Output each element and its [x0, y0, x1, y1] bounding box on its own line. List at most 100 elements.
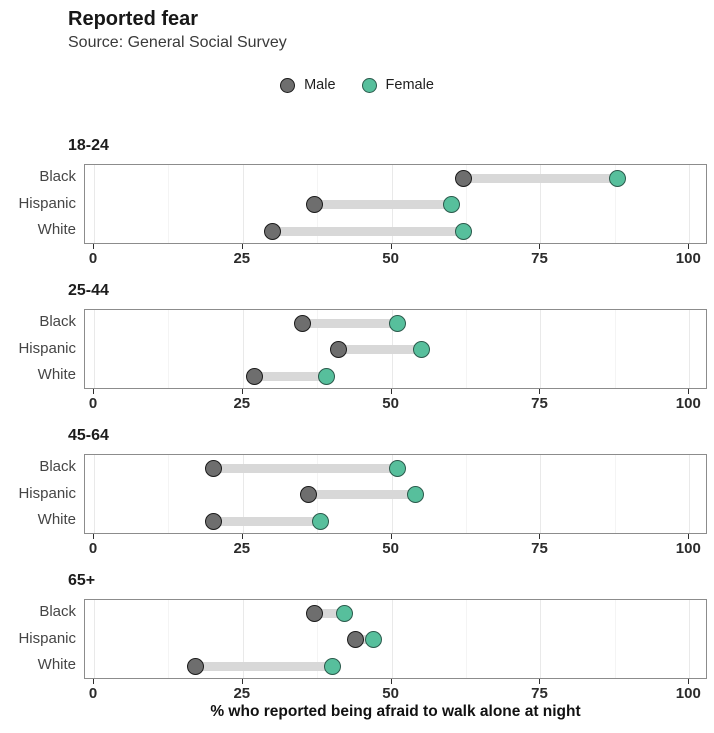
male-dot: [305, 196, 323, 214]
female-dot: [311, 512, 329, 530]
y-axis-label: Hispanic: [18, 484, 76, 502]
gridline-minor: [168, 600, 170, 678]
connector-bar: [314, 608, 344, 618]
gridline-minor: [466, 600, 468, 678]
dumbbell-row-hispanic: [85, 192, 706, 219]
gridline-major: [689, 165, 691, 243]
dumbbell-row-black: [85, 455, 706, 482]
y-axis-label: White: [37, 511, 76, 529]
female-dot: [609, 169, 627, 187]
male-dot: [454, 169, 472, 187]
connector-bar: [195, 661, 333, 671]
connector-bar: [463, 173, 618, 183]
gridline-major: [689, 455, 691, 533]
male-dot: [204, 512, 222, 530]
x-tick-mark: [390, 679, 392, 684]
gridline-major: [540, 310, 542, 388]
gridline-major: [94, 455, 95, 533]
x-tick-mark: [93, 679, 94, 684]
gridline-minor: [317, 310, 319, 388]
connector-bar: [254, 371, 327, 381]
legend-item-male: Male: [280, 77, 336, 93]
male-dot: [299, 486, 317, 504]
x-tick-label: 50: [382, 685, 399, 702]
gridline-major: [242, 310, 244, 388]
x-tick-mark: [241, 534, 243, 539]
female-dot-icon: [361, 77, 377, 93]
dumbbell-row-black: [85, 310, 706, 337]
gridline-minor: [168, 165, 170, 243]
facet-label: 18-24: [68, 137, 109, 154]
dumbbell-row-hispanic: [85, 627, 706, 654]
chart-subtitle: Source: General Social Survey: [68, 34, 287, 51]
x-tick-mark: [688, 389, 690, 394]
x-tick-label: 100: [675, 685, 701, 702]
connector-bar: [355, 635, 374, 645]
x-tick-mark: [688, 679, 690, 684]
x-tick-label: 100: [675, 540, 701, 557]
x-tick-mark: [539, 244, 541, 249]
legend-item-female: Female: [361, 77, 434, 93]
x-tick-label: 25: [233, 685, 251, 702]
x-tick-label: 50: [382, 540, 399, 557]
connector-bar: [213, 516, 321, 526]
gridline-minor: [466, 310, 468, 388]
female-dot: [317, 367, 335, 385]
facet-panel-45-64: [84, 454, 707, 534]
x-tick-mark: [93, 534, 94, 539]
male-dot: [186, 657, 204, 675]
chart-title: Reported fear: [68, 8, 199, 30]
y-axis-label: Hispanic: [18, 339, 76, 357]
dumbbell-row-hispanic: [85, 337, 706, 364]
x-tick-label: 25: [233, 250, 251, 267]
x-tick-label: 75: [531, 685, 548, 702]
female-dot: [454, 222, 472, 240]
dumbbell-row-hispanic: [85, 482, 706, 509]
x-tick-label: 100: [675, 250, 701, 267]
x-tick-label: 0: [88, 685, 98, 702]
gridline-major: [242, 455, 244, 533]
facet-label: 25-44: [68, 282, 109, 299]
male-dot: [204, 459, 222, 477]
female-dot: [406, 486, 424, 504]
gridline-major: [94, 310, 95, 388]
male-dot: [347, 631, 365, 649]
y-axis-label: Black: [39, 458, 76, 475]
x-tick-mark: [241, 244, 243, 249]
y-axis-label: White: [37, 366, 76, 384]
y-axis-label: Hispanic: [18, 629, 76, 647]
legend: Male Female: [0, 77, 714, 93]
male-dot: [293, 314, 311, 332]
x-tick-label: 100: [675, 395, 701, 412]
x-tick-mark: [93, 244, 94, 249]
gridline-minor: [168, 310, 170, 388]
x-tick-mark: [688, 244, 690, 249]
x-tick-mark: [241, 679, 243, 684]
gridline-minor: [614, 455, 616, 533]
x-tick-mark: [93, 389, 94, 394]
dumbbell-row-white: [85, 363, 706, 390]
x-tick-label: 0: [88, 250, 98, 267]
connector-bar: [272, 226, 464, 236]
x-tick-label: 0: [88, 395, 98, 412]
gridline-major: [242, 600, 244, 678]
dumbbell-row-white: [85, 218, 706, 245]
legend-label: Female: [385, 77, 434, 93]
dumbbell-row-white: [85, 653, 706, 680]
female-dot: [323, 657, 341, 675]
y-axis-label: Hispanic: [18, 194, 76, 212]
x-tick-label: 25: [233, 540, 251, 557]
y-axis-label: Black: [39, 168, 76, 185]
x-tick-label: 25: [233, 395, 251, 412]
gridline-minor: [466, 455, 468, 533]
facet-panel-65+: [84, 599, 707, 679]
y-axis-label: Black: [39, 603, 76, 620]
female-dot: [389, 314, 407, 332]
x-tick-mark: [539, 389, 541, 394]
gridline-minor: [168, 455, 170, 533]
male-dot: [305, 604, 323, 622]
gridline-major: [391, 600, 393, 678]
male-dot: [329, 341, 347, 359]
connector-bar: [338, 345, 422, 355]
